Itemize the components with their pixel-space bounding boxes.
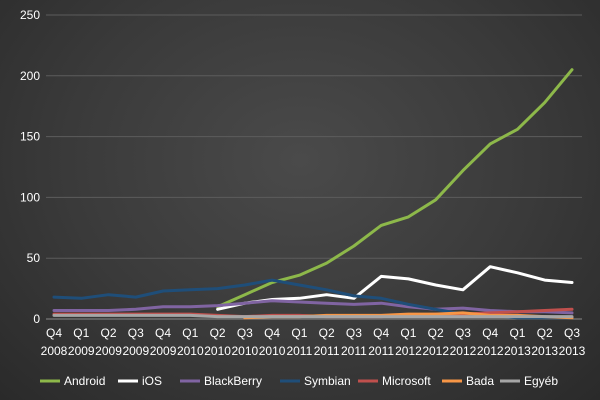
legend-label-blackberry: BlackBerry <box>204 374 262 388</box>
legend-label-ios: iOS <box>142 374 162 388</box>
series-line-ios <box>216 265 574 311</box>
x-tick-label-year: 2011 <box>341 344 367 358</box>
legend-label-android: Android <box>64 374 105 388</box>
x-tick-label-quarter: Q3 <box>564 326 580 340</box>
y-tick-label-150: 150 <box>20 130 40 144</box>
x-tick-label-quarter: Q1 <box>509 326 525 340</box>
y-tick-label-50: 50 <box>27 251 41 265</box>
x-tick-label-year: 2013 <box>504 344 531 358</box>
x-tick-label-quarter: Q2 <box>537 326 553 340</box>
x-tick-label-year: 2012 <box>422 344 449 358</box>
legend: Android iOS BlackBerry Symbian Microsoft Bada… <box>40 374 558 388</box>
x-tick-label-quarter: Q3 <box>128 326 144 340</box>
x-tick-label-quarter: Q2 <box>210 326 226 340</box>
x-tick-label-year: 2010 <box>204 344 231 358</box>
y-tick-label-200: 200 <box>20 69 40 83</box>
y-axis: 0 50 100 150 200 250 <box>20 8 40 326</box>
y-tick-label-250: 250 <box>20 8 40 22</box>
series-line-egy-b <box>52 313 574 319</box>
series-line-android <box>216 68 574 309</box>
x-tick-label-year: 2009 <box>95 344 122 358</box>
x-tick-label-year: 2012 <box>477 344 504 358</box>
x-tick-label-quarter: Q3 <box>237 326 253 340</box>
x-tick-label-quarter: Q2 <box>428 326 444 340</box>
x-tick-label-quarter: Q1 <box>291 326 307 340</box>
x-tick-label-year: 2012 <box>450 344 477 358</box>
x-tick-label-year: 2013 <box>531 344 558 358</box>
x-tick-label-year: 2012 <box>395 344 422 358</box>
legend-label-microsoft: Microsoft <box>382 374 431 388</box>
x-tick-label-quarter: Q1 <box>182 326 198 340</box>
x-tick-label-year: 2013 <box>559 344 586 358</box>
x-axis: Q4 2008 Q1 2009 Q2 2009 Q3 2009 Q4 2009 Q1 2010 Q2 20… <box>41 318 586 358</box>
x-tick-label-year: 2011 <box>286 344 312 358</box>
legend-label-bada: Bada <box>466 374 494 388</box>
x-tick-label-year: 2010 <box>231 344 258 358</box>
x-tick-label-quarter: Q1 <box>73 326 89 340</box>
legend-label-symbian: Symbian <box>304 374 351 388</box>
x-tick-label-quarter: Q4 <box>482 326 498 340</box>
x-tick-label-quarter: Q2 <box>101 326 117 340</box>
x-tick-label-quarter: Q4 <box>155 326 171 340</box>
x-tick-label-year: 2010 <box>259 344 286 358</box>
series-line-blackberry <box>52 299 574 315</box>
x-tick-label-quarter: Q1 <box>400 326 416 340</box>
x-tick-label-quarter: Q4 <box>264 326 280 340</box>
y-tick-label-0: 0 <box>33 312 40 326</box>
x-tick-label-year: 2010 <box>177 344 204 358</box>
x-tick-label-quarter: Q3 <box>455 326 471 340</box>
legend-label-egy-b: Egyéb <box>524 374 558 388</box>
x-tick-label-year: 2011 <box>314 344 340 358</box>
gridlines <box>46 14 582 259</box>
x-tick-label-year: 2011 <box>368 344 394 358</box>
y-tick-label-100: 100 <box>20 190 40 204</box>
x-tick-label-quarter: Q2 <box>319 326 335 340</box>
x-tick-label-year: 2008 <box>41 344 68 358</box>
x-tick-label-year: 2009 <box>68 344 95 358</box>
series-lines <box>52 68 574 320</box>
x-tick-label-quarter: Q4 <box>46 326 62 340</box>
x-tick-label-quarter: Q3 <box>346 326 362 340</box>
x-tick-label-year: 2009 <box>122 344 149 358</box>
x-tick-label-year: 2009 <box>150 344 177 358</box>
x-tick-label-quarter: Q4 <box>373 326 389 340</box>
